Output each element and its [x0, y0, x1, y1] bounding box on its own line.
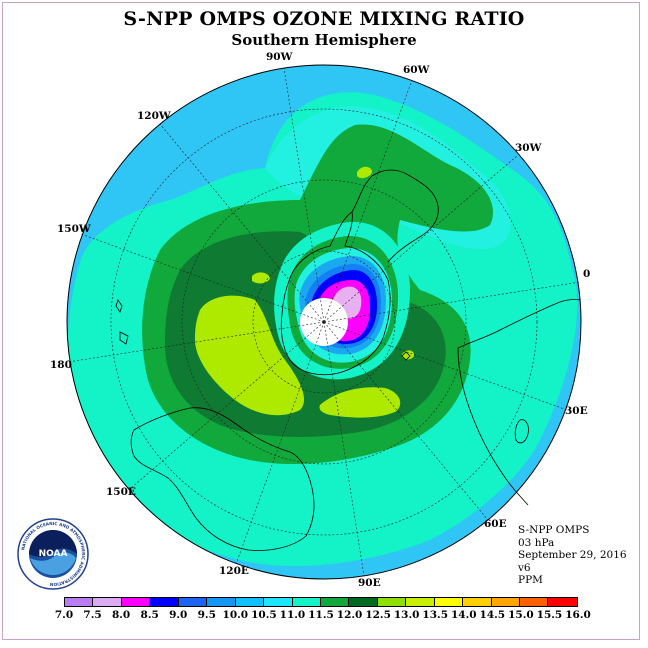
- lon-label-60w: 60W: [403, 64, 430, 76]
- field-12-5-speck-2: [357, 166, 372, 179]
- legend-swatch: [491, 598, 520, 606]
- info-date: September 29, 2016: [518, 549, 627, 561]
- info-level: 03 hPa: [518, 536, 555, 549]
- legend-swatch: [292, 598, 321, 606]
- meridian-0: [323, 281, 581, 323]
- legend-swatch: [207, 598, 236, 606]
- legend-swatch: [406, 598, 435, 606]
- coastlines: [115, 169, 581, 551]
- meridian-150w: [80, 233, 325, 323]
- map-title: S-NPP OMPS OZONE MIXING RATIO: [123, 8, 525, 30]
- legend-colorbar: [64, 597, 578, 607]
- meridian-180: [67, 321, 325, 363]
- legend-tick-label: 15.0: [508, 609, 534, 621]
- africa-coast: [457, 299, 581, 506]
- legend-swatch: [178, 598, 208, 606]
- new-zealand-coast: [115, 299, 129, 345]
- legend-swatch: [434, 598, 464, 606]
- legend-tick-label: 16.0: [565, 609, 591, 621]
- lon-label-180: 180: [50, 359, 72, 371]
- lat-circle-30s: [110, 108, 538, 536]
- lon-label-60e: 60E: [484, 518, 507, 530]
- legend-swatch: [320, 598, 350, 606]
- meridian-120e: [235, 321, 325, 565]
- lon-label-120w: 120W: [137, 110, 171, 122]
- lon-label-0: 0: [583, 268, 591, 280]
- legend-swatch: [65, 598, 94, 606]
- meridian-90e: [323, 321, 365, 577]
- info-instrument: S-NPP OMPS: [518, 524, 590, 536]
- noaa-logo: NOAA NATIONAL OCEANIC AND ATMOSPHERIC AD…: [17, 518, 89, 590]
- legend-tick-label: 12.5: [365, 609, 391, 621]
- legend-swatch: [121, 598, 151, 606]
- product-info: S-NPP OMPS 03 hPa September 29, 2016 v6 …: [518, 524, 627, 587]
- legend-tick-label: 9.5: [197, 609, 216, 621]
- legend-tick-label: 11.5: [308, 609, 334, 621]
- lat-circle-70s: [252, 250, 396, 394]
- legend-swatch: [548, 598, 577, 606]
- legend-tick-label: 10.0: [222, 609, 249, 621]
- lon-label-120e: 120E: [219, 565, 249, 577]
- antarctica-coast: [280, 211, 391, 376]
- color-legend: 7.0 7.5 8.0 8.5 9.0 9.5 10.0 10.5 11.0 11.5 12.0 12…: [55, 597, 591, 621]
- legend-swatch: [349, 598, 378, 606]
- lon-label-150w: 150W: [57, 223, 91, 235]
- meridian-60w: [323, 79, 413, 323]
- legend-tick-label: 12.0: [336, 609, 363, 621]
- legend-tick-label: 11.0: [279, 609, 306, 621]
- noaa-logo-text: NOAA: [39, 549, 68, 559]
- legend-tick-label: 13.5: [422, 609, 449, 621]
- field-12-5-speck-1: [252, 272, 270, 284]
- meridian-30e: [323, 321, 568, 411]
- legend-tick-label: 14.0: [450, 609, 477, 621]
- meridian-30w: [323, 154, 519, 323]
- legend-tick-label: 14.5: [479, 609, 506, 621]
- legend-tick-label: 7.0: [54, 609, 74, 621]
- map-subtitle: Southern Hemisphere: [231, 31, 417, 49]
- image-frame: [2, 2, 640, 640]
- australia-coast: [130, 407, 315, 551]
- legend-tick-label: 10.5: [251, 609, 277, 621]
- kerguelen-island: [401, 351, 411, 361]
- field-12-5-west: [195, 295, 305, 416]
- meridian-150e: [129, 321, 325, 490]
- info-version: v6: [518, 561, 531, 574]
- legend-tick-label: 7.5: [83, 609, 102, 621]
- south-america-coast: [351, 169, 439, 263]
- meridian-120w: [159, 123, 325, 323]
- legend-swatch: [150, 598, 179, 606]
- legend-tick-label: 15.5: [536, 609, 563, 621]
- lon-label-90e: 90E: [358, 577, 381, 589]
- legend-swatch: [463, 598, 492, 606]
- lon-label-30e: 30E: [565, 405, 588, 417]
- lon-label-150e: 150E: [106, 486, 136, 498]
- graticule: [67, 67, 581, 577]
- meridian-90w: [283, 67, 325, 323]
- legend-swatch: [264, 598, 293, 606]
- legend-tick-labels: 7.0 7.5 8.0 8.5 9.0 9.5 10.0 10.5 11.0 11.5 12.0 12…: [55, 607, 591, 621]
- legend-swatch: [377, 598, 407, 606]
- info-units: PPM: [518, 574, 543, 586]
- madagascar-coast: [514, 419, 529, 444]
- lat-circle-50s: [181, 179, 467, 465]
- legend-swatch: [520, 598, 549, 606]
- legend-tick-label: 13.0: [393, 609, 420, 621]
- meridian-60e: [323, 321, 489, 521]
- legend-tick-label: 8.5: [140, 609, 159, 621]
- field-12-5-south: [319, 387, 401, 418]
- legend-tick-label: 9.0: [169, 609, 188, 621]
- legend-swatch: [235, 598, 265, 606]
- legend-tick-label: 8.0: [111, 609, 131, 621]
- map-boundary-circle: [66, 64, 582, 580]
- legend-swatch: [93, 598, 122, 606]
- lon-label-90w: 90W: [266, 51, 293, 63]
- lon-label-30w: 30W: [515, 142, 542, 154]
